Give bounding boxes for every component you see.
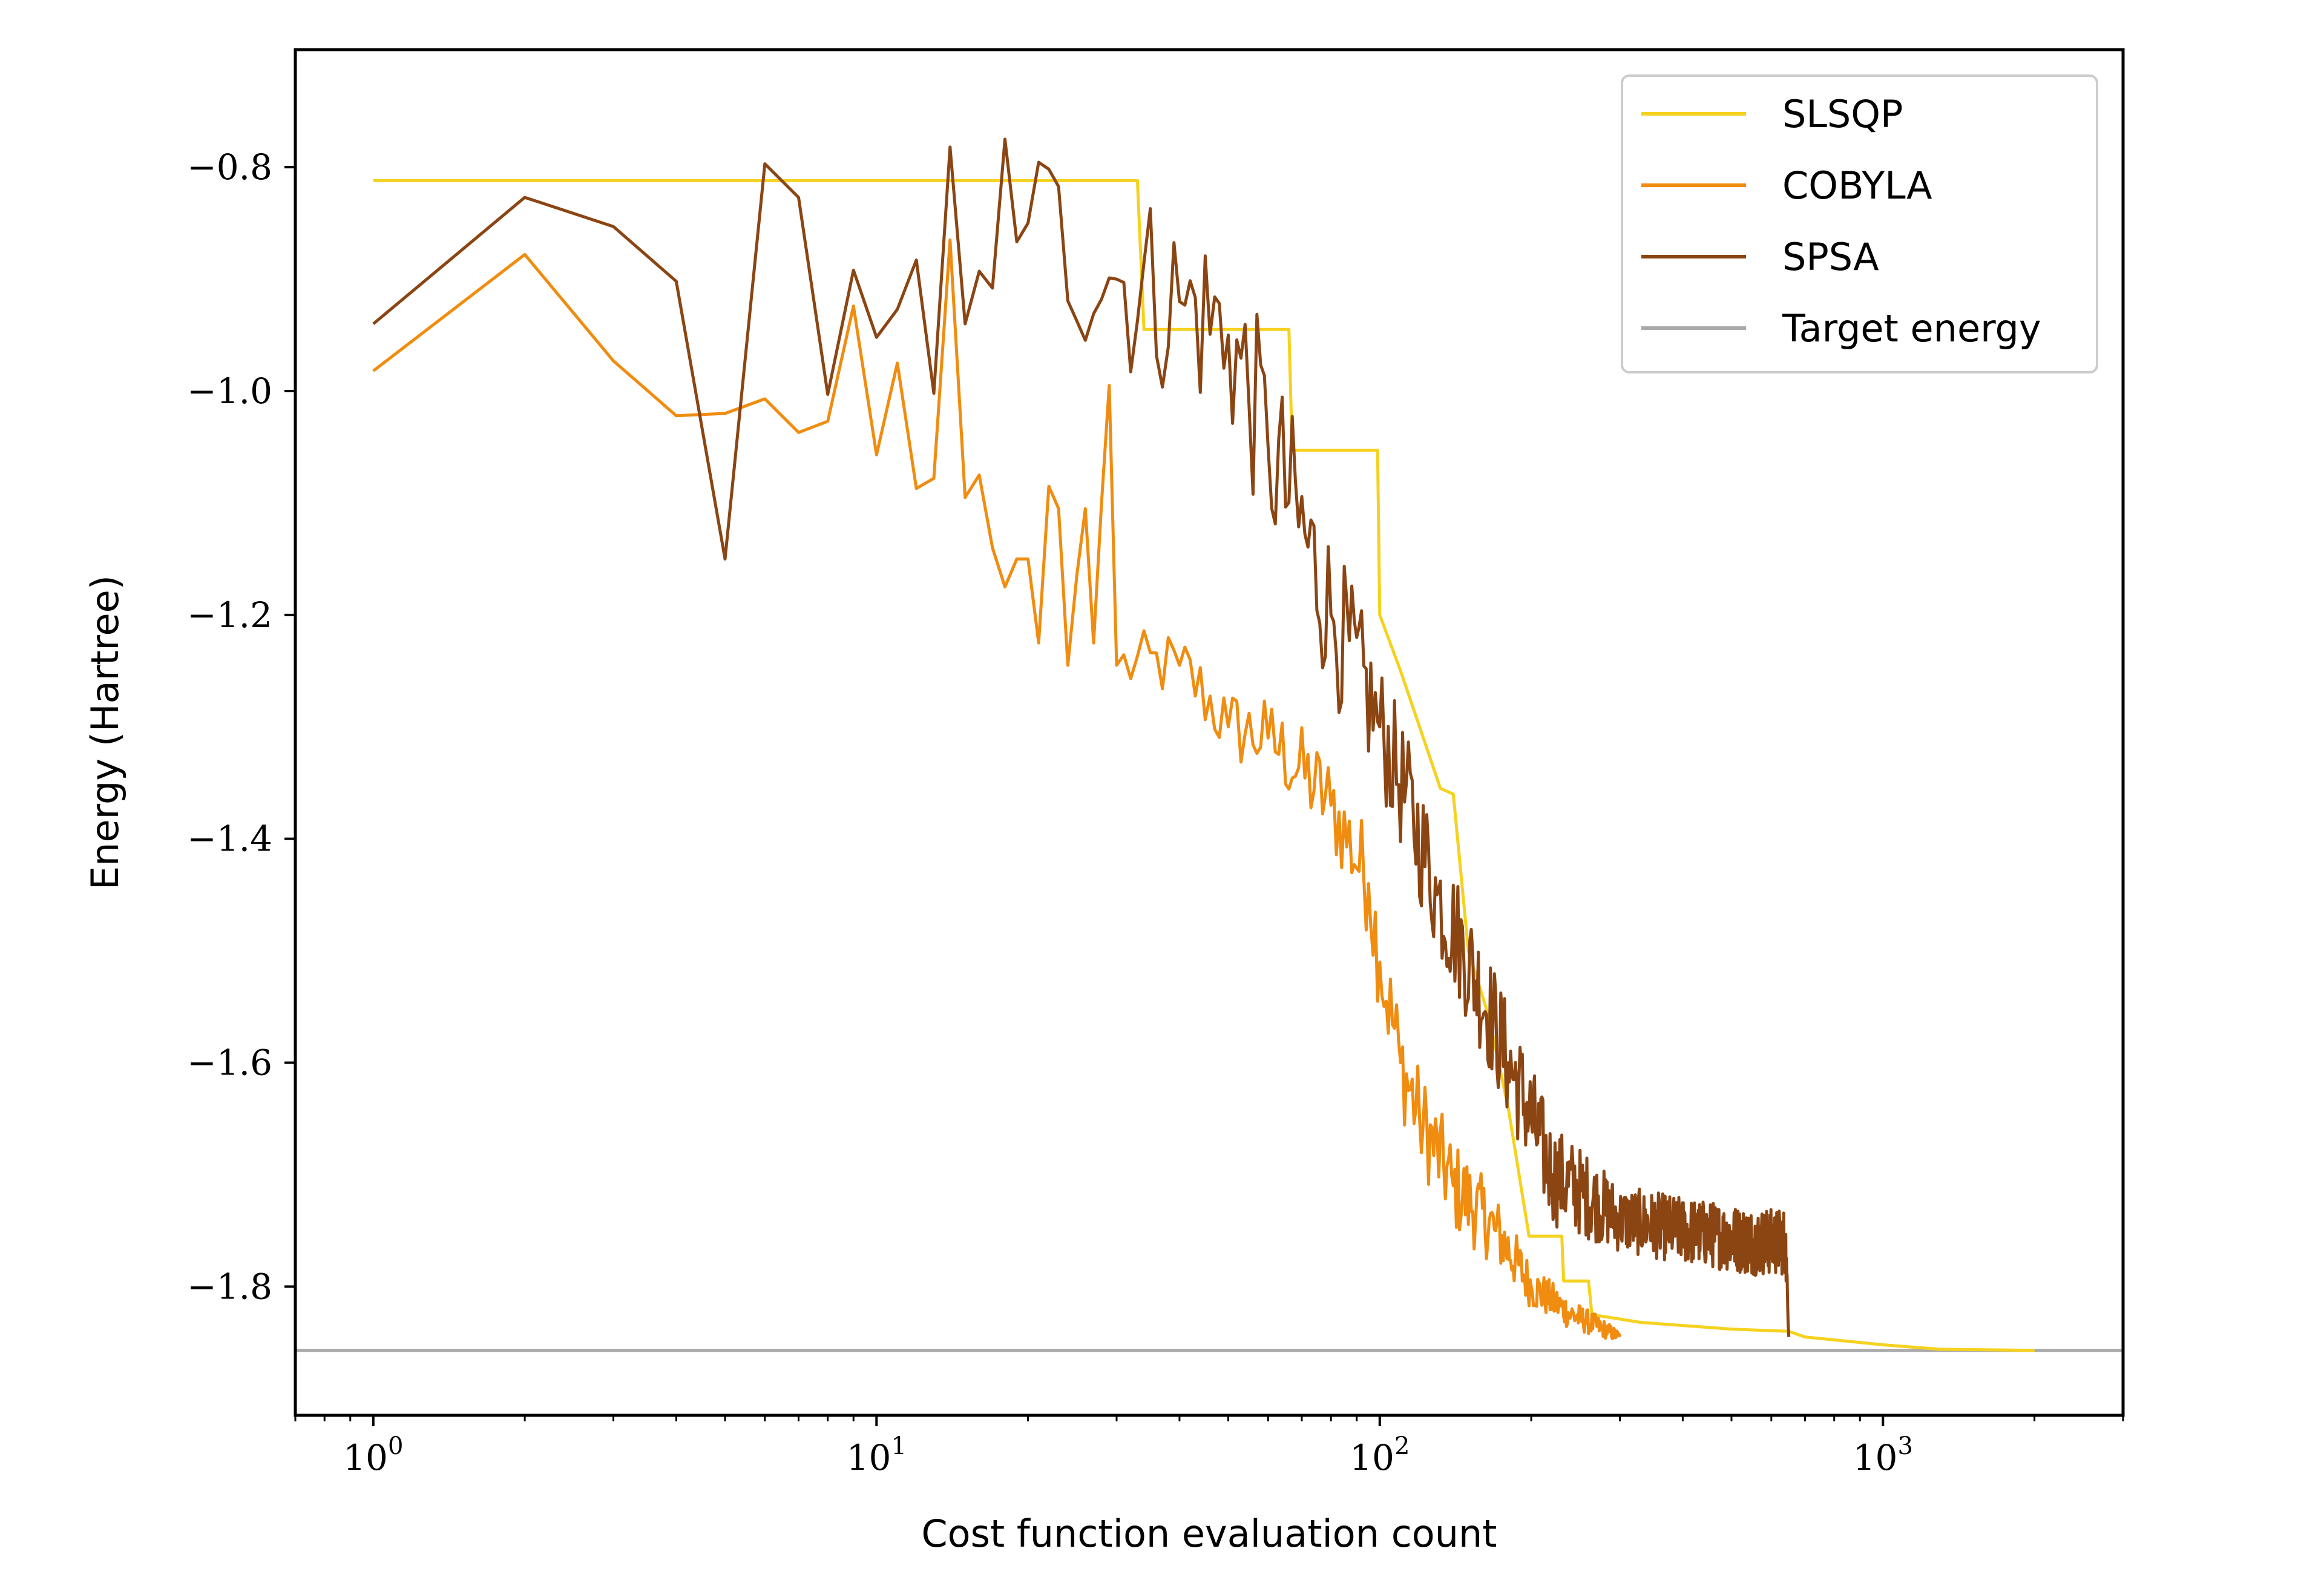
legend-label: SPSA (1782, 235, 1879, 279)
x-tick-exp: 0 (388, 1432, 403, 1460)
x-tick-label: 100 (343, 1432, 403, 1478)
x-tick-base: 10 (1350, 1437, 1394, 1478)
y-tick-label: −1.0 (187, 370, 272, 412)
x-tick-label: 102 (1350, 1432, 1410, 1478)
x-tick-base: 10 (847, 1437, 891, 1478)
legend-label: SLSQP (1782, 92, 1903, 136)
x-tick-base: 10 (343, 1437, 388, 1478)
plot-frame (294, 48, 2125, 1417)
legend-box (1621, 74, 2098, 374)
y-tick-label: −1.2 (187, 594, 272, 636)
y-tick-label: −1.8 (187, 1266, 272, 1307)
series-line-cobyla (372, 238, 1621, 1340)
legend: SLSQP COBYLA SPSA Target energy (1621, 74, 2098, 374)
x-tick-label: 101 (847, 1432, 907, 1478)
x-axis: 100 101 102 103 (294, 1415, 2124, 1478)
series-line-spsa (372, 137, 1791, 1337)
y-tick-label: −1.6 (187, 1042, 272, 1084)
legend-label: Target energy (1782, 306, 2041, 350)
x-tick-exp: 2 (1394, 1432, 1410, 1460)
x-tick-exp: 3 (1897, 1432, 1912, 1460)
series-layer (295, 137, 2123, 1352)
y-tick-label: −1.4 (187, 818, 272, 860)
x-tick-exp: 1 (891, 1432, 906, 1460)
x-axis-label: Cost function evaluation count (921, 1512, 1497, 1556)
legend-label: COBYLA (1782, 163, 1932, 208)
y-axis: −0.8 −1.0 −1.2 −1.4 −1.6 −1.8 (187, 146, 295, 1307)
y-axis-label: Energy (Hartree) (83, 575, 127, 890)
y-tick-label: −0.8 (187, 146, 272, 188)
x-tick-base: 10 (1853, 1437, 1898, 1478)
x-tick-label: 103 (1853, 1432, 1913, 1478)
